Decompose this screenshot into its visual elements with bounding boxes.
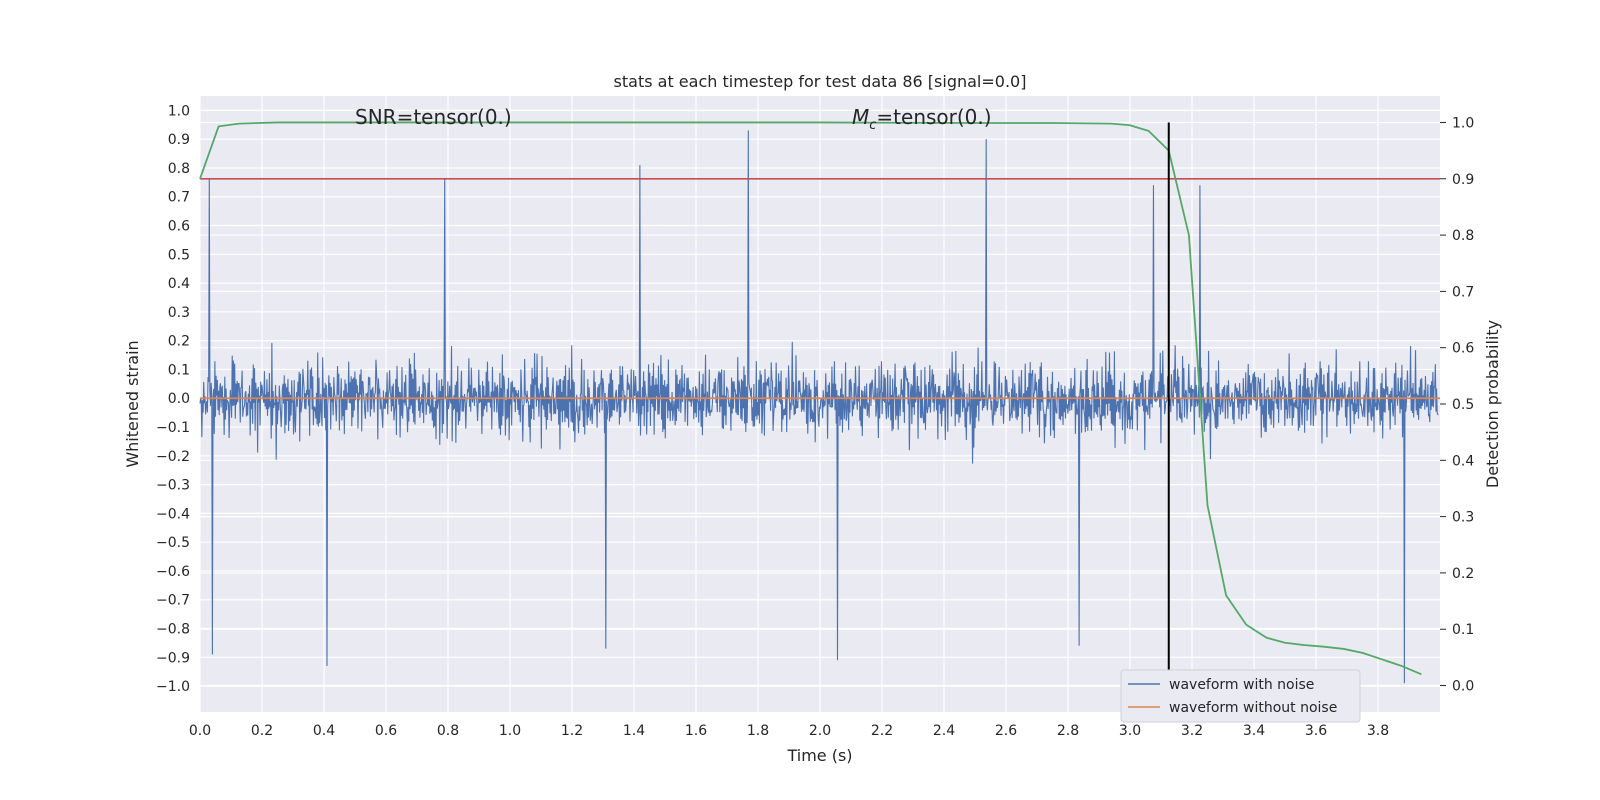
y-tick-label-left: 1.0	[168, 103, 190, 119]
y-tick-label-right: 0.4	[1452, 453, 1474, 469]
x-tick-label: 2.6	[995, 723, 1017, 739]
x-tick-label: 2.8	[1057, 723, 1079, 739]
y-tick-label-left: −0.4	[156, 506, 190, 522]
x-tick-label: 2.4	[933, 723, 955, 739]
x-tick-label: 0.0	[189, 723, 211, 739]
snr-label: SNR	[355, 105, 397, 129]
x-tick-label: 0.4	[313, 723, 335, 739]
y-tick-label-left: 0.9	[168, 132, 190, 148]
y-tick-label-left: 0.5	[168, 247, 190, 263]
y-tick-label-left: −0.3	[156, 478, 190, 494]
waveform-with-noise-line	[199, 130, 1439, 684]
y-tick-label-left: −0.6	[156, 564, 190, 580]
y-axis-label-left: Whitened strain	[123, 340, 142, 467]
y-tick-label-right: 0.5	[1452, 397, 1474, 413]
x-tick-label: 0.6	[375, 723, 397, 739]
legend: waveform with noise waveform without noi…	[1120, 669, 1361, 723]
mc-subscript: c	[869, 118, 876, 133]
mc-value: =tensor(0.)	[876, 105, 991, 129]
y-tick-label-right: 0.1	[1452, 622, 1474, 638]
y-tick-label-left: −0.2	[156, 449, 190, 465]
mc-symbol: M	[852, 105, 869, 129]
legend-label-noise: waveform with noise	[1169, 677, 1314, 693]
y-tick-label-left: 0.8	[168, 161, 190, 177]
y-tick-label-right: 0.9	[1452, 172, 1474, 188]
y-tick-label-left: 0.0	[168, 391, 190, 407]
x-tick-label: 1.4	[623, 723, 645, 739]
y-tick-label-left: −0.8	[156, 622, 190, 638]
y-tick-label-left: 0.3	[168, 305, 190, 321]
x-tick-label: 3.8	[1367, 723, 1389, 739]
y-tick-label-left: −0.7	[156, 593, 190, 609]
y-tick-label-left: −0.5	[156, 535, 190, 551]
x-tick-label: 2.0	[809, 723, 831, 739]
overlay-lines	[199, 121, 1440, 686]
y-tick-label-right: 0.6	[1452, 341, 1474, 357]
x-tick-label: 3.4	[1243, 723, 1265, 739]
y-tick-label-left: −0.1	[156, 420, 190, 436]
x-tick-label: 3.0	[1119, 723, 1141, 739]
y-tick-label-left: 0.4	[168, 276, 190, 292]
x-tick-label: 0.8	[437, 723, 459, 739]
chart-title: stats at each timestep for test data 86 …	[614, 72, 1027, 91]
y-tick-label-right: 1.0	[1452, 115, 1474, 131]
x-tick-label: 1.2	[561, 723, 583, 739]
x-tick-label: 3.2	[1181, 723, 1203, 739]
x-tick-label: 1.0	[499, 723, 521, 739]
x-tick-label: 0.2	[251, 723, 273, 739]
y-axis-label-right: Detection probability	[1483, 320, 1502, 488]
legend-label-clean: waveform without noise	[1169, 700, 1337, 716]
axes: 0.0 0.2 0.4 0.6 0.8 1.0 1.2 1.4 1.6 1.8 2.0 2.2 2.4 2…	[156, 103, 1474, 739]
mc-annotation: Mc=tensor(0.)	[852, 105, 992, 133]
y-tick-label-right: 0.8	[1452, 228, 1474, 244]
y-tick-label-left: 0.2	[168, 334, 190, 350]
snr-value: =tensor(0.)	[397, 105, 512, 129]
y-tick-label-right: 0.7	[1452, 284, 1474, 300]
y-tick-label-right: 0.0	[1452, 679, 1474, 695]
x-tick-label: 2.2	[871, 723, 893, 739]
y-tick-label-left: −0.9	[156, 650, 190, 666]
y-tick-label-left: 0.6	[168, 219, 190, 235]
x-axis-label: Time (s)	[786, 746, 852, 765]
y-tick-label-right: 0.3	[1452, 510, 1474, 526]
y-tick-label-right: 0.2	[1452, 566, 1474, 582]
y-tick-label-left: −1.0	[156, 679, 190, 695]
snr-annotation: SNR=tensor(0.)	[355, 105, 512, 129]
x-tick-label: 3.6	[1305, 723, 1327, 739]
y-tick-label-left: 0.7	[168, 190, 190, 206]
x-tick-label: 1.6	[685, 723, 707, 739]
y-tick-label-left: 0.1	[168, 362, 190, 378]
x-tick-label: 1.8	[747, 723, 769, 739]
series-waveform-with-noise	[199, 130, 1439, 684]
legend-box	[1120, 669, 1361, 723]
